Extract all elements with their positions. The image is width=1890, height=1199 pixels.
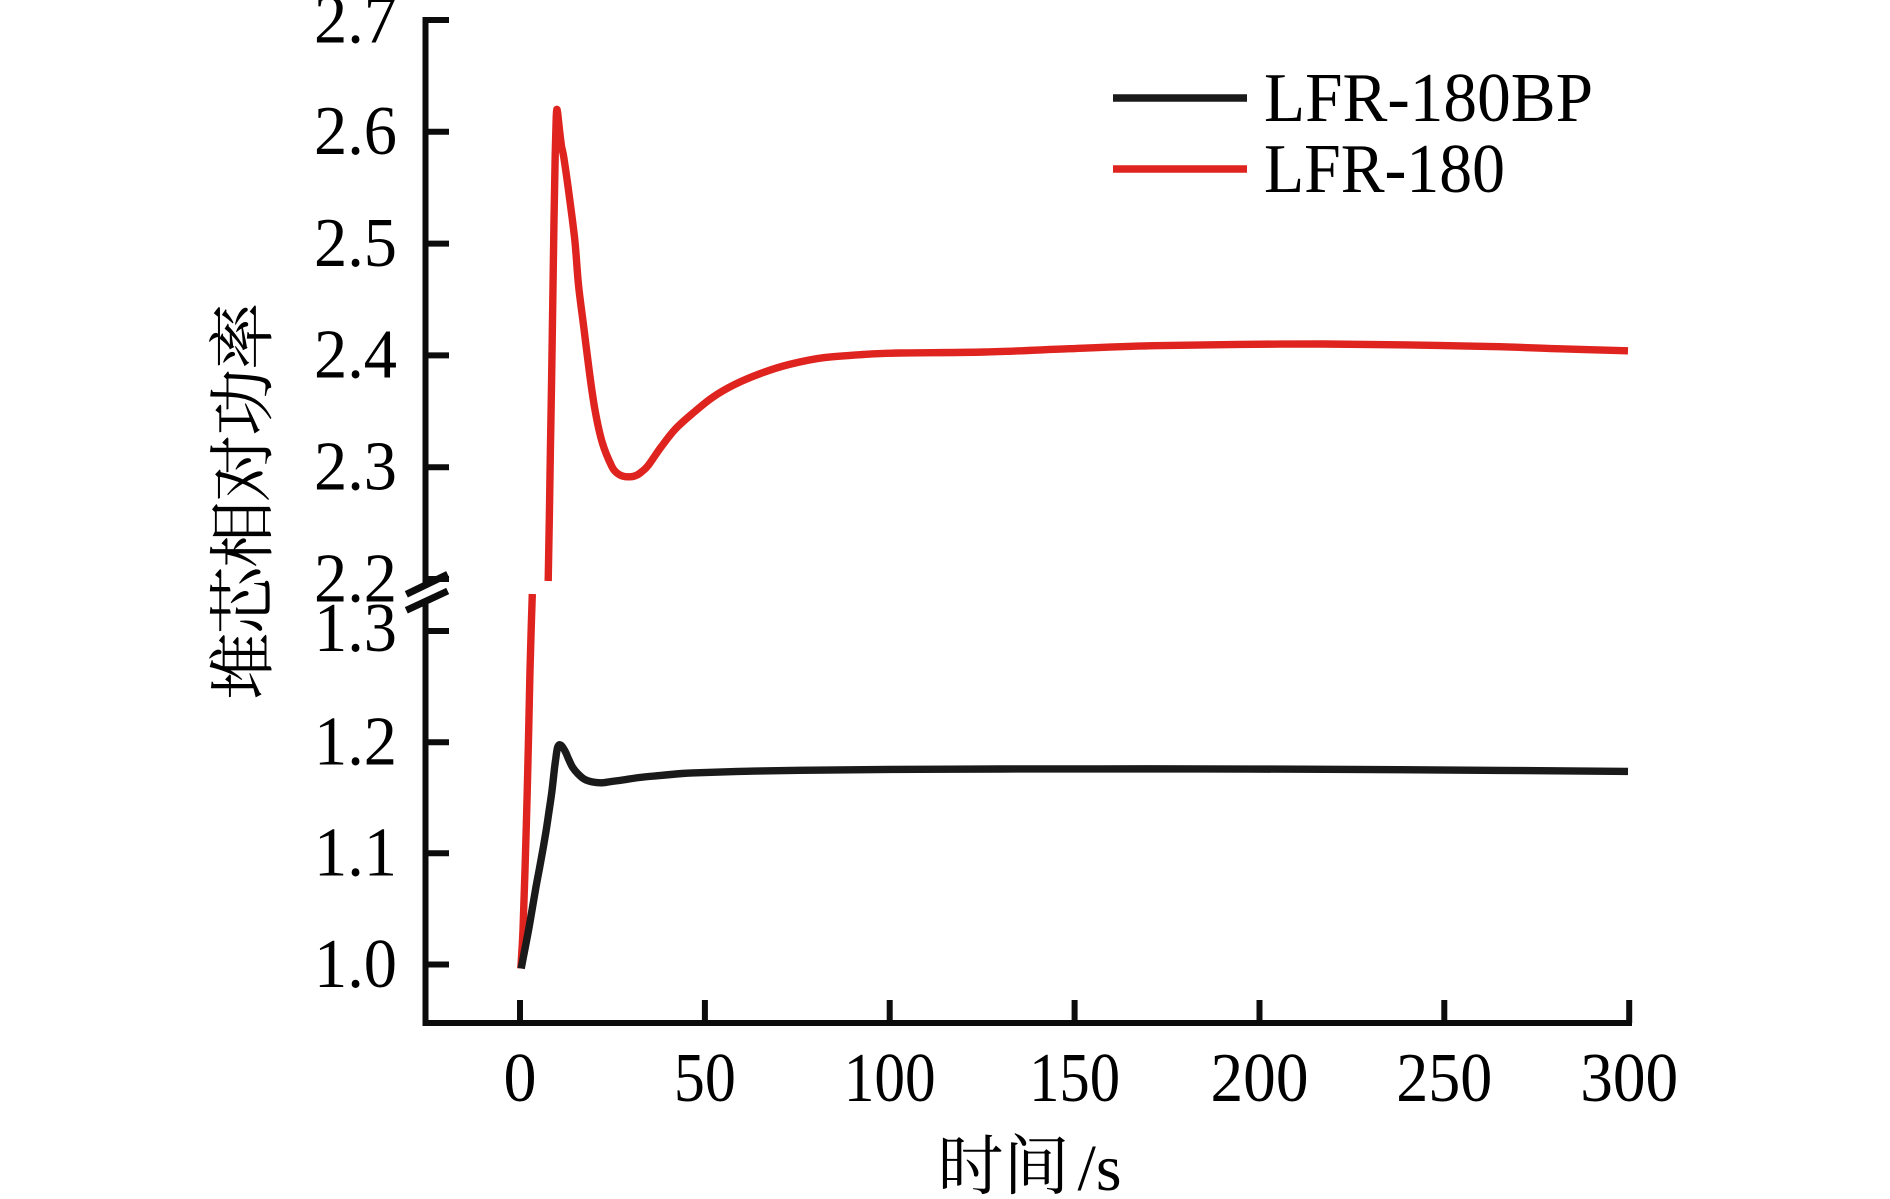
svg-text:50: 50 [674,1040,736,1117]
svg-text:LFR-180BP: LFR-180BP [1264,60,1593,137]
svg-text:LFR-180: LFR-180 [1264,131,1505,208]
svg-text:1.0: 1.0 [314,926,397,1003]
svg-text:2.6: 2.6 [314,93,397,170]
svg-text:2.2: 2.2 [314,540,397,617]
svg-text:150: 150 [1029,1040,1120,1117]
svg-text:300: 300 [1580,1040,1678,1117]
svg-text:100: 100 [844,1040,936,1117]
svg-text:2.5: 2.5 [314,205,397,282]
svg-text:1.2: 1.2 [314,704,397,781]
svg-text:0: 0 [504,1040,537,1117]
svg-text:2.4: 2.4 [314,317,397,394]
svg-text:/s: /s [1078,1132,1122,1199]
svg-text:2.7: 2.7 [314,0,397,58]
svg-text:200: 200 [1211,1040,1309,1117]
svg-text:1.3: 1.3 [314,590,397,667]
svg-text:1.1: 1.1 [314,815,397,892]
svg-text:2.3: 2.3 [314,429,397,506]
svg-text:250: 250 [1396,1040,1492,1117]
